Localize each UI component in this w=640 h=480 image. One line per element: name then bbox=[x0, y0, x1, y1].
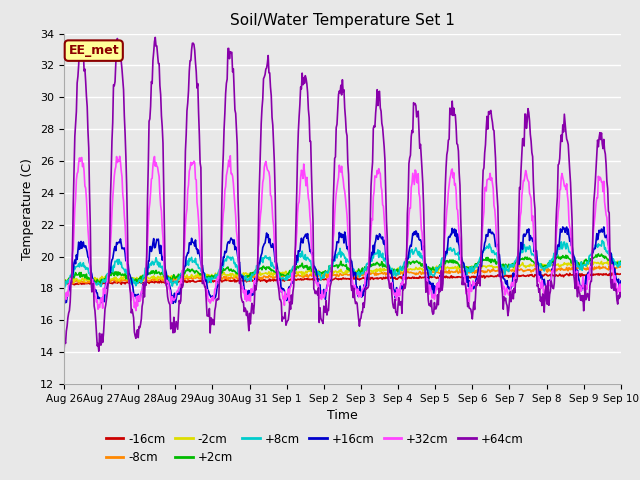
-16cm bbox=[617, 271, 625, 277]
+2cm bbox=[617, 258, 625, 264]
+8cm bbox=[388, 265, 396, 271]
+64cm bbox=[60, 348, 68, 354]
Line: -16cm: -16cm bbox=[64, 273, 621, 285]
-2cm bbox=[335, 270, 342, 276]
-2cm bbox=[617, 259, 625, 265]
+64cm bbox=[568, 200, 575, 206]
-16cm bbox=[335, 276, 342, 282]
-2cm bbox=[60, 277, 68, 283]
-2cm bbox=[183, 272, 191, 278]
+64cm bbox=[335, 88, 343, 94]
-16cm bbox=[60, 280, 68, 286]
-2cm bbox=[444, 264, 451, 270]
Title: Soil/Water Temperature Set 1: Soil/Water Temperature Set 1 bbox=[230, 13, 455, 28]
+16cm bbox=[60, 301, 68, 307]
+32cm bbox=[568, 240, 575, 245]
-8cm bbox=[566, 266, 573, 272]
-16cm bbox=[389, 274, 397, 280]
+2cm bbox=[389, 269, 397, 275]
-2cm bbox=[70, 279, 78, 285]
-16cm bbox=[207, 278, 215, 284]
+32cm bbox=[390, 289, 397, 295]
+32cm bbox=[445, 189, 452, 194]
+64cm bbox=[617, 294, 625, 300]
-8cm bbox=[388, 271, 396, 276]
+16cm bbox=[617, 278, 625, 284]
-2cm bbox=[584, 258, 592, 264]
+16cm bbox=[388, 273, 396, 279]
-16cm bbox=[566, 272, 574, 278]
+8cm bbox=[182, 263, 190, 268]
Line: +64cm: +64cm bbox=[64, 37, 621, 351]
+32cm bbox=[132, 308, 140, 313]
Line: +8cm: +8cm bbox=[64, 240, 621, 291]
-16cm bbox=[444, 275, 451, 281]
+32cm bbox=[335, 162, 343, 168]
+64cm bbox=[184, 100, 191, 106]
+8cm bbox=[566, 249, 573, 255]
Text: EE_met: EE_met bbox=[68, 44, 119, 57]
+16cm bbox=[443, 250, 451, 256]
+16cm bbox=[182, 254, 190, 260]
+8cm bbox=[60, 288, 68, 294]
+2cm bbox=[595, 251, 602, 257]
+32cm bbox=[617, 293, 625, 299]
+64cm bbox=[152, 35, 159, 40]
-16cm bbox=[70, 282, 78, 288]
+2cm bbox=[335, 262, 342, 268]
Line: +16cm: +16cm bbox=[64, 227, 621, 304]
+16cm bbox=[206, 292, 214, 298]
+2cm bbox=[444, 258, 451, 264]
-2cm bbox=[389, 266, 397, 272]
-8cm bbox=[182, 275, 190, 281]
Line: -8cm: -8cm bbox=[64, 266, 621, 284]
-16cm bbox=[183, 278, 191, 284]
+8cm bbox=[334, 252, 342, 257]
+8cm bbox=[617, 260, 625, 266]
X-axis label: Time: Time bbox=[327, 409, 358, 422]
+32cm bbox=[183, 206, 191, 212]
Legend: -16cm, -8cm, -2cm, +2cm, +8cm, +16cm, +32cm, +64cm: -16cm, -8cm, -2cm, +2cm, +8cm, +16cm, +3… bbox=[101, 428, 528, 469]
Line: +2cm: +2cm bbox=[64, 254, 621, 283]
-16cm bbox=[607, 270, 614, 276]
+8cm bbox=[206, 275, 214, 281]
+64cm bbox=[208, 322, 216, 327]
Y-axis label: Temperature (C): Temperature (C) bbox=[22, 158, 35, 260]
-8cm bbox=[334, 273, 342, 278]
+64cm bbox=[95, 348, 102, 354]
+2cm bbox=[60, 278, 68, 284]
+16cm bbox=[334, 239, 342, 245]
+32cm bbox=[207, 299, 215, 304]
-8cm bbox=[605, 263, 613, 269]
+64cm bbox=[390, 304, 397, 310]
Line: +32cm: +32cm bbox=[64, 156, 621, 311]
+2cm bbox=[183, 268, 191, 274]
+16cm bbox=[559, 224, 566, 230]
Line: -2cm: -2cm bbox=[64, 261, 621, 282]
-2cm bbox=[207, 274, 215, 279]
+8cm bbox=[443, 252, 451, 257]
-8cm bbox=[206, 276, 214, 281]
-8cm bbox=[617, 264, 625, 269]
+2cm bbox=[566, 257, 574, 263]
-2cm bbox=[566, 263, 574, 268]
+8cm bbox=[598, 238, 606, 243]
+2cm bbox=[207, 276, 215, 282]
+64cm bbox=[445, 137, 452, 143]
+2cm bbox=[134, 280, 141, 286]
+32cm bbox=[60, 303, 68, 309]
-8cm bbox=[443, 270, 451, 276]
+32cm bbox=[227, 153, 234, 159]
+16cm bbox=[566, 235, 574, 241]
-8cm bbox=[60, 281, 68, 287]
